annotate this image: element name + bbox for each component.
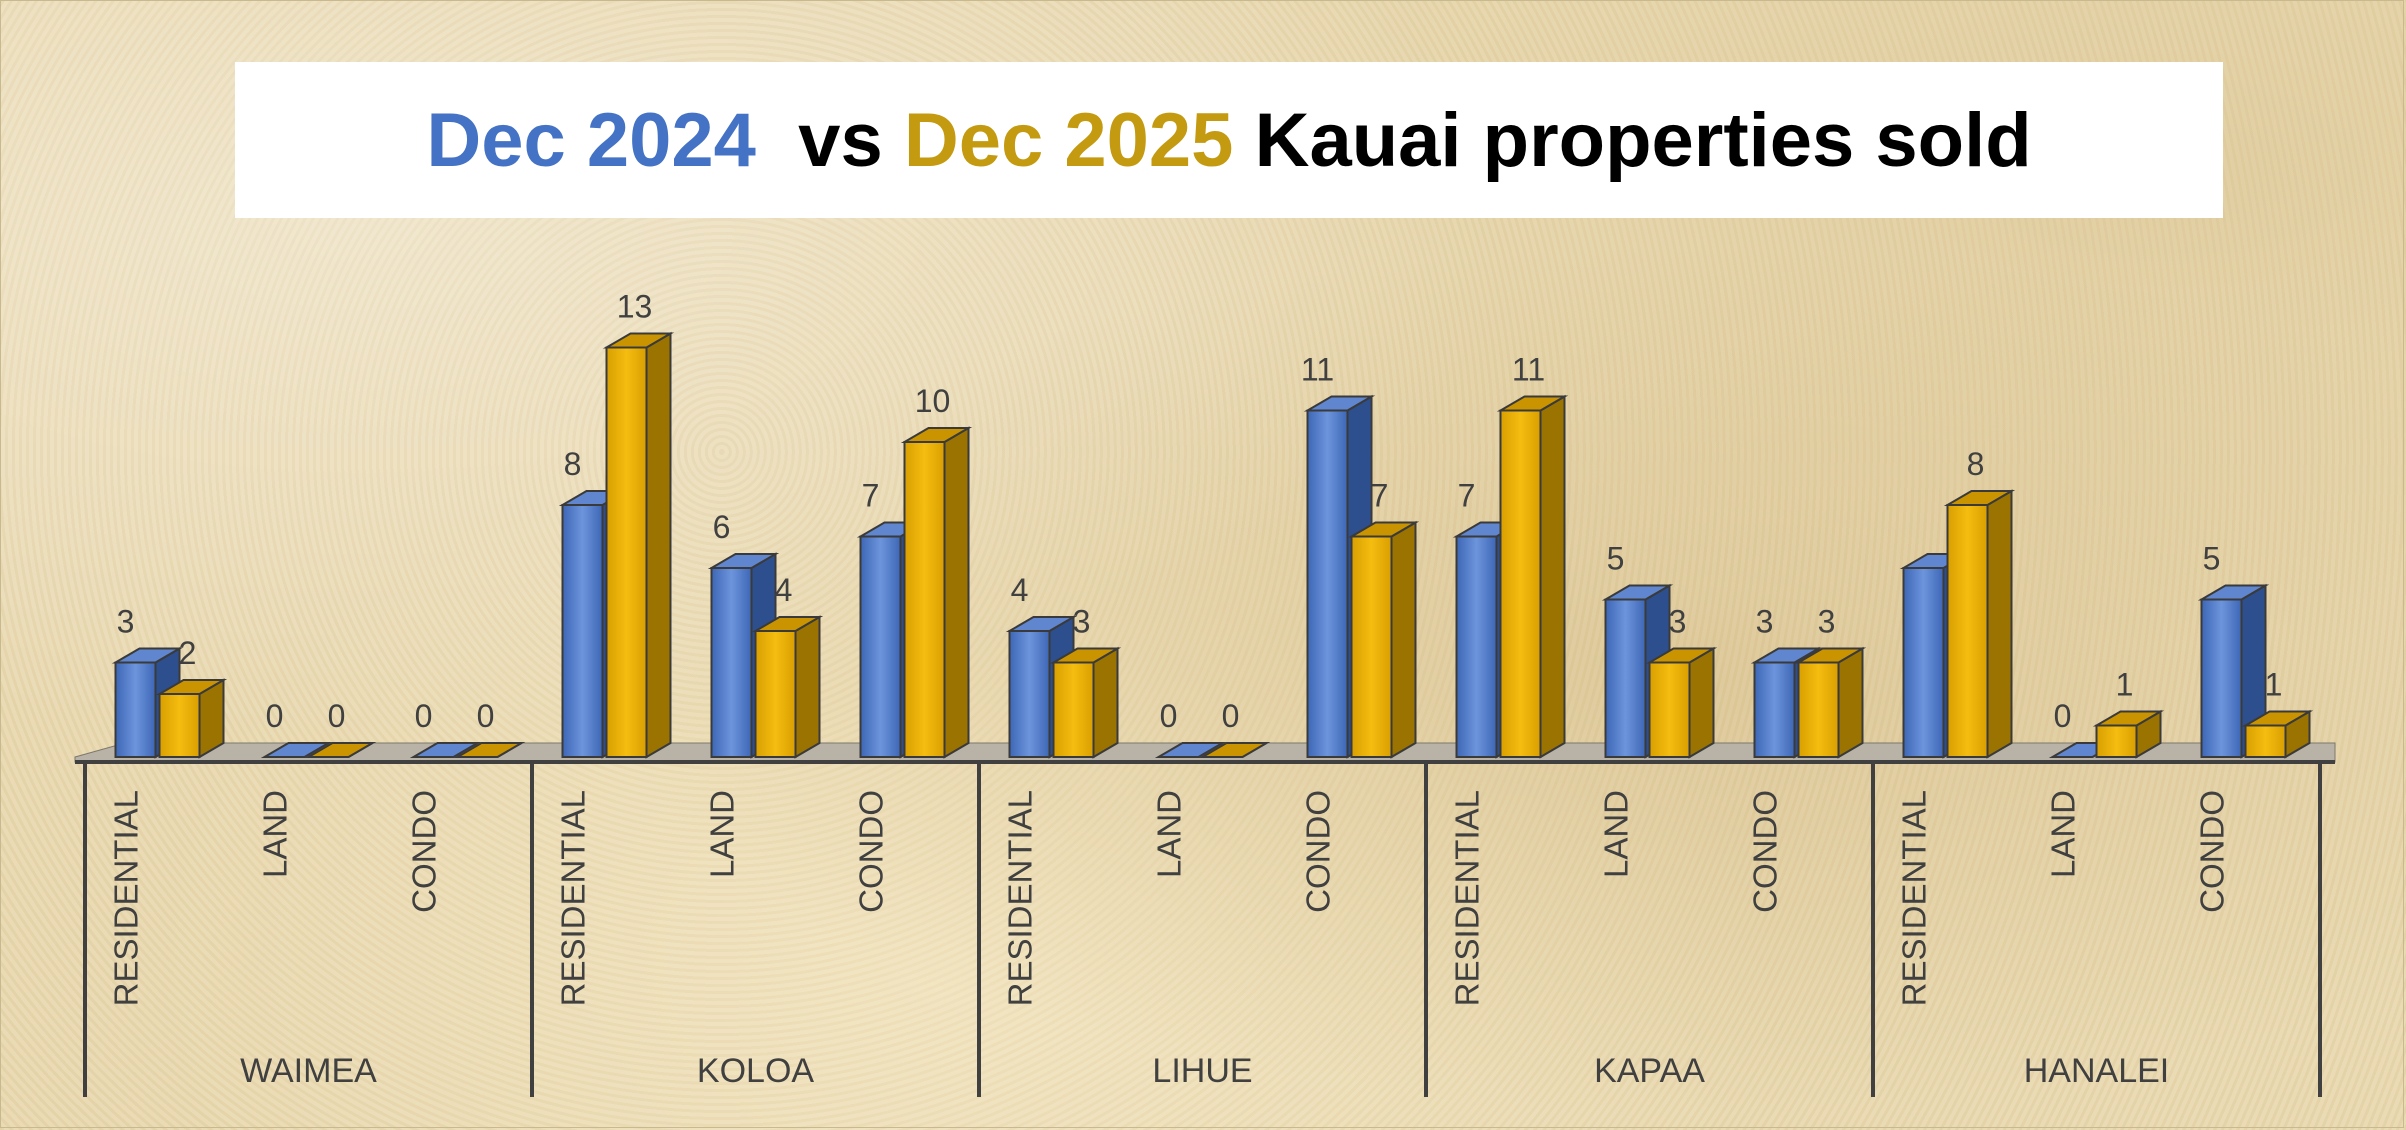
value-label-dec-2025: 7 (1371, 478, 1389, 514)
bar-dec-2025-side (1539, 394, 1566, 759)
bar-dec-2025-side (794, 615, 821, 759)
title-dec-2024: Dec 2024 (426, 97, 756, 183)
value-label-dec-2024: 8 (564, 446, 582, 482)
title-dec-2025: Dec 2025 (903, 97, 1234, 183)
value-label-dec-2025: 11 (1512, 352, 1545, 388)
value-label-dec-2025: 2 (179, 635, 197, 671)
bar-dec-2025 (2095, 724, 2138, 758)
category-label: RESIDENTIAL (108, 790, 145, 1006)
value-label-dec-2025: 3 (1073, 604, 1091, 640)
value-label-dec-2024: 0 (415, 698, 433, 734)
bar-dec-2024 (1604, 598, 1647, 758)
category-label: CONDO (1300, 790, 1337, 913)
bar-dec-2024-top (1154, 742, 1227, 758)
category-label: CONDO (2194, 790, 2231, 913)
bar-dec-2025 (1946, 504, 1989, 758)
bar-dec-2024 (1902, 567, 1945, 758)
bar-dec-2025 (903, 441, 946, 758)
bar-dec-2024 (1306, 409, 1349, 758)
value-label-dec-2025: 1 (2116, 667, 2134, 703)
group-label: LIHUE (1152, 1052, 1252, 1090)
value-label-dec-2024: 4 (1011, 572, 1029, 608)
category-label: RESIDENTIAL (1002, 790, 1039, 1006)
category-label: CONDO (406, 790, 443, 913)
bar-dec-2024 (859, 535, 902, 758)
group-label: WAIMEA (240, 1052, 377, 1090)
value-label-dec-2024: 0 (2054, 698, 2072, 734)
bar-dec-2025-side (1986, 489, 2013, 759)
title-rest: Kauai properties sold (1233, 97, 2032, 183)
value-label-dec-2025: 3 (1818, 604, 1836, 640)
title-vs: vs (755, 97, 904, 183)
category-label: CONDO (853, 790, 890, 913)
category-label: CONDO (1747, 790, 1784, 913)
category-label: RESIDENTIAL (555, 790, 592, 1006)
bar-dec-2024 (1008, 630, 1051, 758)
bar-dec-2025-side (1688, 646, 1715, 759)
value-label-dec-2025: 0 (477, 698, 495, 734)
bar-dec-2025-side (1837, 646, 1864, 759)
bar-dec-2025 (1052, 661, 1095, 758)
bar-dec-2025-top (453, 742, 526, 758)
category-label: LAND (1151, 790, 1188, 878)
bar-dec-2025 (1797, 661, 1840, 758)
bar-dec-2024-top (409, 742, 482, 758)
value-label-dec-2025: 0 (1222, 698, 1240, 734)
value-label-dec-2025: 4 (775, 572, 793, 608)
category-label: RESIDENTIAL (1449, 790, 1486, 1006)
bar-dec-2025 (754, 630, 797, 758)
value-label-dec-2024: 7 (1458, 478, 1476, 514)
bar-dec-2025 (605, 346, 648, 758)
value-label-dec-2024: 3 (1756, 604, 1774, 640)
bar-dec-2024 (710, 567, 753, 758)
value-label-dec-2024: 0 (266, 698, 284, 734)
bar-dec-2025 (1499, 409, 1542, 758)
bar-dec-2024 (114, 661, 157, 758)
value-label-dec-2024: 5 (1607, 541, 1625, 577)
bar-dec-2025 (1350, 535, 1393, 758)
value-label-dec-2024: 5 (2203, 541, 2221, 577)
bar-dec-2024 (2200, 598, 2243, 758)
value-label-dec-2024: 7 (862, 478, 880, 514)
bar-dec-2025-side (1390, 520, 1417, 759)
value-label-dec-2024: 11 (1301, 352, 1334, 388)
bar-dec-2025-side (645, 331, 672, 759)
value-label-dec-2025: 1 (2265, 667, 2283, 703)
bar-dec-2024-top (260, 742, 333, 758)
group-label: KOLOA (697, 1052, 814, 1090)
bar-dec-2025-top (304, 742, 377, 758)
bar-dec-2025 (2244, 724, 2287, 758)
value-label-dec-2025: 0 (328, 698, 346, 734)
category-label: RESIDENTIAL (1896, 790, 1933, 1006)
bar-dec-2025-side (1092, 646, 1119, 759)
value-label-dec-2025: 10 (915, 383, 951, 419)
bar-dec-2024 (561, 504, 604, 758)
group-label: KAPAA (1594, 1052, 1705, 1090)
category-label: LAND (2045, 790, 2082, 878)
value-label-dec-2025: 13 (617, 289, 653, 325)
bar-dec-2025 (1648, 661, 1691, 758)
bar-dec-2024 (1455, 535, 1498, 758)
value-label-dec-2024: 0 (1160, 698, 1178, 734)
category-label: LAND (1598, 790, 1635, 878)
category-label: LAND (704, 790, 741, 878)
value-label-dec-2025: 3 (1669, 604, 1687, 640)
category-label: LAND (257, 790, 294, 878)
bar-dec-2025 (158, 693, 201, 758)
chart-title: Dec 2024 vs Dec 2025 Kauai properties so… (235, 62, 2223, 218)
bar-dec-2025-top (1198, 742, 1271, 758)
bar-dec-2025-side (943, 426, 970, 759)
value-label-dec-2025: 8 (1967, 446, 1985, 482)
group-label: HANALEI (2024, 1052, 2170, 1090)
value-label-dec-2024: 3 (117, 604, 135, 640)
value-label-dec-2024: 6 (713, 509, 731, 545)
bar-dec-2024 (1753, 661, 1796, 758)
